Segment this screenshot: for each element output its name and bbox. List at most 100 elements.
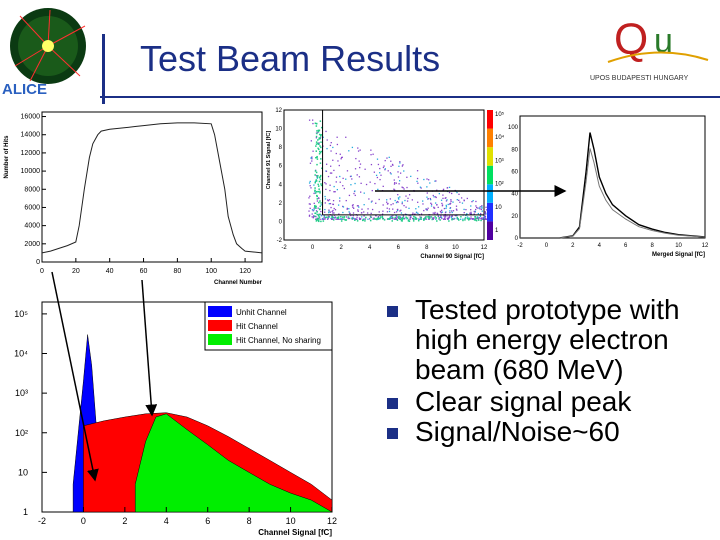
scatter-point [456,209,458,211]
scatter-point [334,191,336,193]
scatter-point [373,218,376,220]
scatter-point [426,196,428,198]
scatter-point [329,172,332,174]
x-tick-label: 10 [452,245,459,251]
scatter-point [348,211,350,213]
scatter-point [314,122,317,125]
scatter-point [484,218,487,220]
x-tick-label: -2 [517,243,523,249]
scatter-point [322,136,324,138]
scatter-point [399,196,401,198]
scatter-point [398,180,401,182]
scatter-point [332,216,334,219]
scatter-point [396,216,398,218]
scatter-point [315,135,318,138]
scatter-point [412,220,415,222]
scatter-point [327,217,329,219]
scatter-point [369,219,372,222]
scatter-point [360,191,362,193]
x-tick-label: 120 [239,268,251,275]
scatter-point [480,208,483,211]
scatter-point [349,217,351,220]
scatter-point [445,197,447,199]
scatter-point [484,213,486,215]
scatter-point [462,219,464,222]
scatter-point [429,198,432,201]
scatter-point [471,201,473,203]
scatter-point [320,146,322,149]
scatter-point [317,129,320,132]
scatter-point [381,216,384,219]
scatter-point [379,172,381,174]
scatter-point [315,179,318,181]
scatter-point [452,201,454,203]
scatter-point [468,219,470,221]
scatter-point [437,206,439,209]
scatter-point [318,148,320,151]
scatter-point [394,216,396,219]
scatter-point [363,192,365,194]
scatter-point [426,186,428,188]
scatter-point [331,217,333,219]
bullet-marker [387,398,398,409]
scatter-point [339,197,341,199]
scatter-point [333,185,335,188]
scatter-point [319,176,321,179]
scatter-point [414,216,417,219]
y-tick-label: 40 [511,192,518,198]
scatter-point [329,202,332,205]
scatter-point [328,210,330,212]
scatter-point [430,205,433,207]
plot-frame [519,115,706,239]
scatter-point [448,216,450,218]
scatter-point [409,215,412,217]
x-tick-label: 12 [702,243,709,249]
scatter-point [397,201,399,203]
scatter-point [441,211,444,213]
scatter-point [481,207,483,209]
scatter-point [323,218,325,220]
x-tick-label: 0 [40,268,44,275]
scatter-point [453,218,455,220]
scatter-point [351,217,353,219]
scatter-point [465,208,467,211]
scatter-point [352,204,354,206]
scatter-point [401,201,403,203]
scatter-point [350,175,352,177]
scatter-point [351,178,353,180]
scatter-point [315,215,317,218]
scatter-point [319,120,322,122]
scatter-point [318,143,320,146]
scatter-point [447,218,449,220]
scatter-point [400,212,403,214]
scatter-point [358,206,360,208]
scatter-point [483,217,486,220]
scatter-point [371,189,373,192]
scatter-point [445,200,448,202]
scatter-point [470,218,472,220]
scatter-point [325,170,328,172]
scatter-point [320,141,322,143]
scatter-point [415,211,418,213]
scatter-point [440,211,442,213]
scatter-point [400,216,402,219]
y-tick-label: 10³ [15,388,28,398]
scatter-point [396,218,398,220]
scatter-point [320,150,323,153]
bullet-list: Tested prototype with high energy electr… [385,295,715,447]
colorbar-segment [487,221,493,240]
scatter-point [319,150,321,153]
scatter-point [381,213,384,215]
scatter-point [312,217,314,219]
scatter-point [325,216,328,218]
scatter-point [480,217,482,220]
scatter-point [431,218,433,221]
scatter-point [401,186,403,188]
scatter-point [324,211,326,213]
scatter-point [457,218,460,220]
scatter-point [309,203,311,205]
scatter-point [480,219,482,222]
scatter-point [361,212,363,214]
scatter-point [316,211,318,213]
scatter-point [335,176,338,178]
